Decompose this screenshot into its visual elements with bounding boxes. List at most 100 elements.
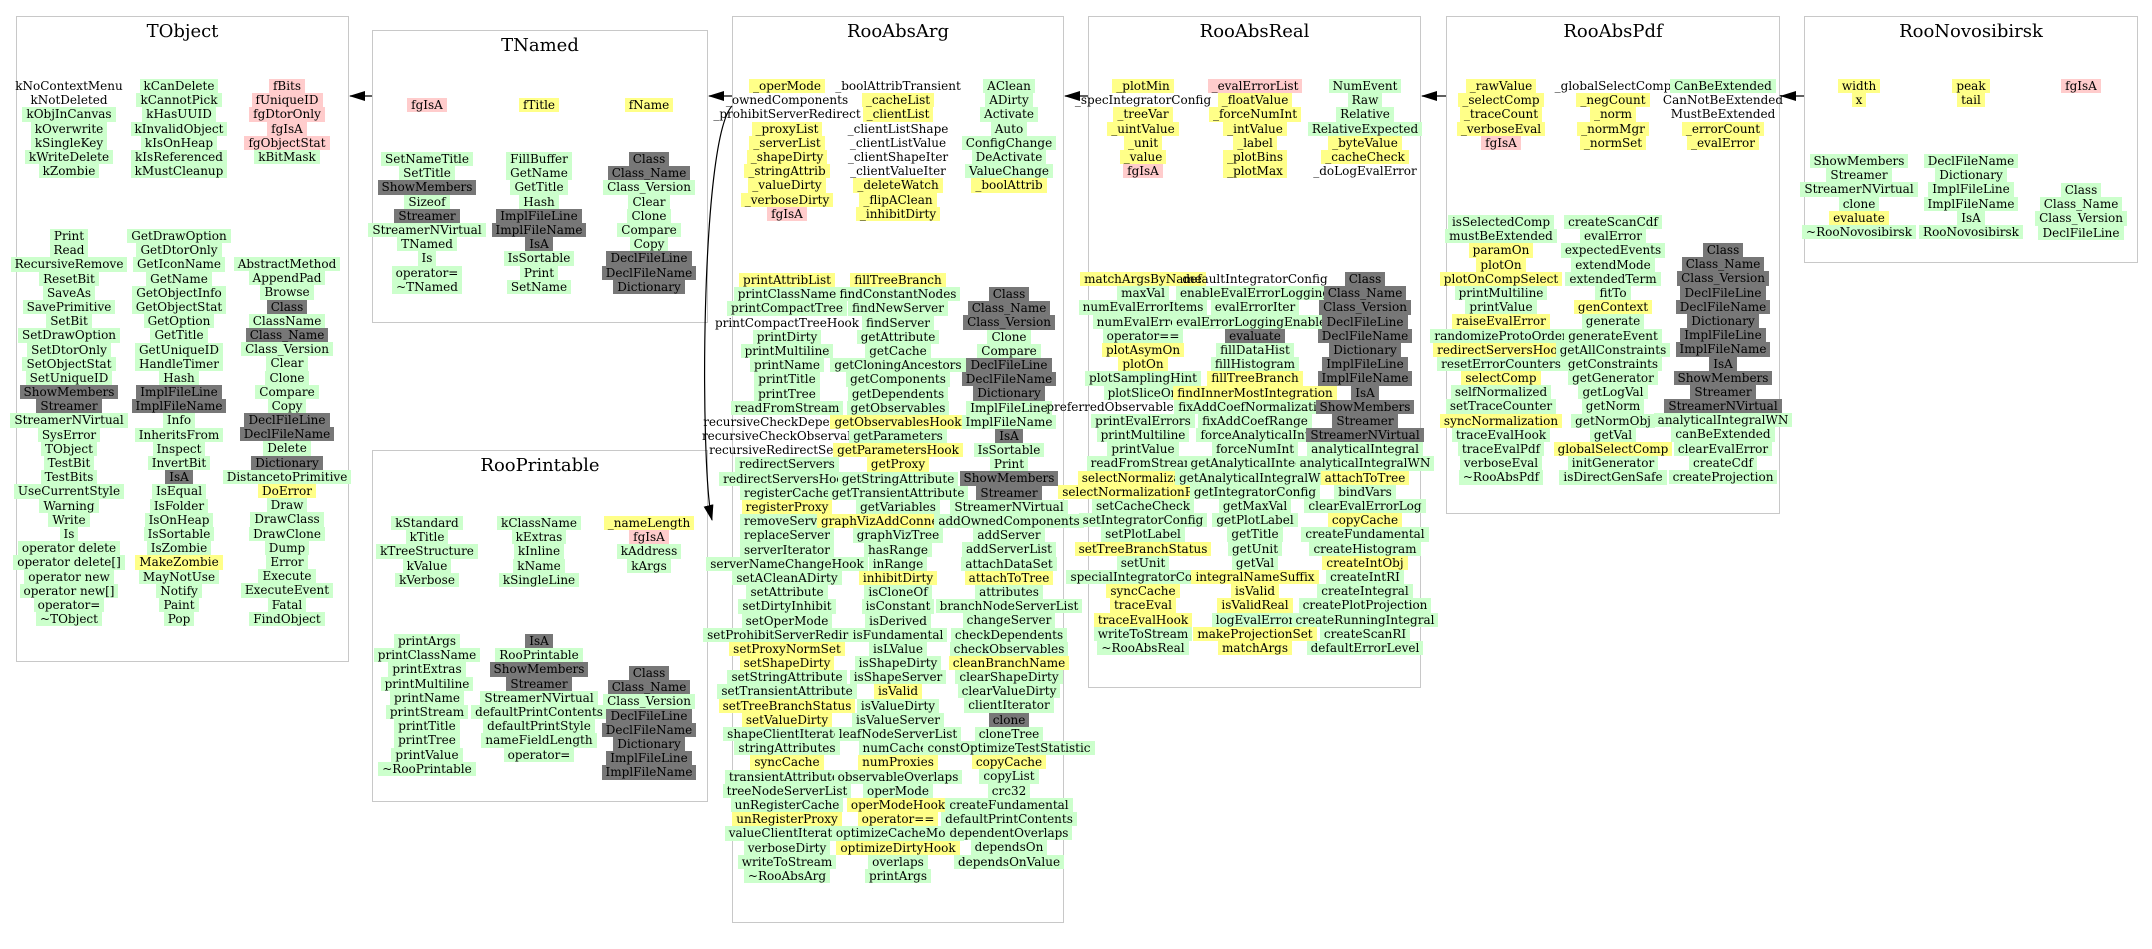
member-item: setCacheCheck [1092,499,1194,514]
member-item: FindObject [249,611,325,626]
member-item: _selectComp [1458,93,1544,108]
member-item: Streamer [394,208,460,223]
member-item: SetBit [46,314,92,329]
member-item: createCdf [1689,455,1757,470]
column: Class Class_Name Class_Version Clear Clone Co… [595,152,703,294]
member-item: getCache [865,343,931,359]
member-item: DeclFileName [1675,299,1771,314]
member-item: IsA [525,634,553,649]
member-item: RooPrintable [495,648,583,663]
column: AbstractMethod AppendPad Browse Class ClassN… [222,257,352,626]
member-item: replaceServer [739,528,834,543]
member-item: ~TObject [36,612,102,627]
member-item: initGenerator [1567,456,1659,471]
member-item: AClean [983,79,1035,94]
member-item: Class_Name [1681,257,1765,272]
member-item: findNewServer [848,301,948,316]
member-item: SetTitle [399,166,455,181]
member-item: _cacheCheck [1321,149,1409,165]
member-item: observableOverlaps [833,769,963,784]
member-item: checkDependents [950,627,1068,642]
member-item: HandleTimer [134,356,224,371]
member-item: randomizeProtoOrder [1430,328,1572,343]
member-item: getUnit [1227,541,1283,556]
column: fgIsA [2027,79,2135,94]
member-item: kStandard [391,516,463,531]
member-item: StreamerNVirtual [1800,182,1918,197]
member-item: MakeZombie [135,555,223,570]
member-item: GetDtorOnly [136,243,222,258]
member-item: addServerList [962,542,1056,557]
member-item: evalError [1579,229,1647,244]
column: kNoContextMenu kNotDeleted kObjInCanvas kOv… [15,79,123,179]
member-item: ~RooAbsPdf [1458,470,1544,485]
member-item: isConstant [861,599,935,614]
member-item: _evalError [1686,135,1760,150]
member-item: hasRange [863,542,933,557]
member-item: getAttribute [856,329,940,344]
member-item: attachToTree [964,570,1054,585]
member-item: kBitMask [254,149,320,165]
member-item: _verboseEval [1456,121,1546,136]
member-item: Draw [266,498,308,513]
member-item: DeclFileName [239,427,335,442]
member-item: ADirty [985,93,1033,108]
member-item: printName [750,358,824,373]
column: fTitle [485,98,593,113]
member-item: GetIconName [132,257,226,272]
member-item: defaultIntegratorConfig [1182,272,1328,286]
member-item: recursiveCheckDependents [703,414,871,429]
member-item: DeclFileLine [966,357,1052,373]
member-item: getLogVal [1578,385,1648,400]
member-item: Clone [627,208,671,223]
member-item: isShapeServer [849,670,947,685]
class-title: RooNovosibirsk [1899,21,2043,42]
member-item: getConstraints [1563,356,1663,372]
member-item: _boolAttribTransient [835,79,961,93]
member-item: getParametersHook [833,443,963,458]
member-item: ImplFileLine [1680,328,1766,343]
class-box-tnamed: TNamed fgIsA fTitle fName SetNameTitle Se… [368,30,708,323]
column: fBits fUniqueID fgDtorOnly fgIsA fgObjectSta… [235,79,339,165]
member-item: GetObjectInfo [132,285,226,300]
member-item: isValidReal [1217,598,1293,613]
member-item: getAllConstraints [1555,342,1671,357]
member-item: _nameLength [603,516,695,531]
member-item: createFundamental [1301,527,1429,542]
member-item: plotOn [1118,357,1168,372]
member-item: clearValueDirty [957,684,1061,699]
member-item: Clone [265,370,309,385]
member-item: DoError [257,484,317,499]
member-item: Inspect [152,441,206,456]
member-item: ShowMembers [489,662,589,677]
member-item: SetNameTitle [381,152,473,167]
member-item: Copy [267,398,307,414]
member-item: extendMode [1571,257,1655,272]
member-item: Write [48,512,90,527]
member-item: DrawClone [249,526,325,541]
member-item: Hash [159,370,199,386]
member-item: _cacheList [861,93,935,108]
member-item: createScanCdf [1564,215,1662,230]
column: _globalSelectComp _negCount _norm _normMgr _… [1555,79,1671,150]
member-item: valueClientIterator [724,826,850,841]
member-item: _globalSelectComp [1554,79,1672,93]
column: FillBuffer GetName GetTitle Hash ImplFileLin… [485,152,593,294]
member-item: GetTitle [510,180,568,195]
member-item: getDependents [847,386,949,401]
member-item: Clone [987,329,1031,344]
class-title: RooAbsPdf [1563,21,1663,42]
member-item: Notify [156,583,202,598]
member-item: copyCache [971,755,1047,770]
member-item: writeToStream [1093,626,1193,641]
column: kStandard kTitle kTreeStructure kValue kVerb… [373,516,481,587]
member-item: ImplFileName [131,399,227,414]
member-item: printAttribList [739,273,835,288]
member-item: analyticalIntegral [1307,442,1423,457]
class-box-rooabsreal: RooAbsReal _plotMin _specIntegratorConfig… [1046,16,1439,688]
member-item: _plotMin [1112,79,1174,94]
member-item: Streamer [506,676,572,691]
member-item: _rawValue [1465,79,1537,94]
column: DeclFileName Dictionary ImplFileLine ImplFi… [1917,154,2025,240]
member-item: getStringAttribute [837,471,959,486]
